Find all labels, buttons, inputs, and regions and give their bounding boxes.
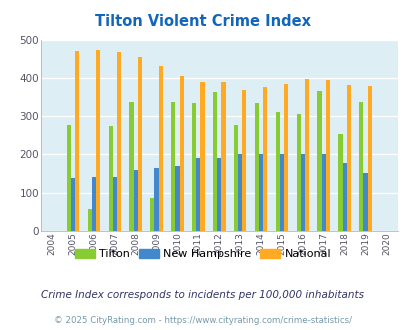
Bar xyxy=(113,177,117,231)
Bar xyxy=(337,134,342,231)
Bar xyxy=(196,158,200,231)
Bar xyxy=(154,168,158,231)
Bar xyxy=(362,173,367,231)
Bar xyxy=(117,52,121,231)
Bar xyxy=(217,158,221,231)
Bar xyxy=(304,79,308,231)
Bar xyxy=(367,86,371,231)
Bar xyxy=(254,103,258,231)
Bar xyxy=(108,126,113,231)
Bar xyxy=(66,125,71,231)
Legend: Tilton, New Hampshire, National: Tilton, New Hampshire, National xyxy=(70,244,335,263)
Bar xyxy=(342,163,346,231)
Text: © 2025 CityRating.com - https://www.cityrating.com/crime-statistics/: © 2025 CityRating.com - https://www.city… xyxy=(54,316,351,325)
Bar xyxy=(237,154,242,231)
Bar xyxy=(192,103,196,231)
Text: Crime Index corresponds to incidents per 100,000 inhabitants: Crime Index corresponds to incidents per… xyxy=(41,290,364,300)
Bar xyxy=(258,154,262,231)
Bar xyxy=(233,125,237,231)
Bar xyxy=(358,102,362,231)
Bar xyxy=(150,198,154,231)
Bar xyxy=(213,92,217,231)
Bar xyxy=(242,90,246,231)
Bar xyxy=(75,51,79,231)
Bar xyxy=(133,170,137,231)
Bar xyxy=(87,209,92,231)
Bar xyxy=(179,76,183,231)
Bar xyxy=(129,102,133,231)
Bar xyxy=(300,154,304,231)
Bar xyxy=(200,82,204,231)
Bar xyxy=(96,50,100,231)
Bar xyxy=(137,57,142,231)
Bar xyxy=(317,90,321,231)
Bar xyxy=(221,82,225,231)
Bar xyxy=(71,178,75,231)
Bar xyxy=(321,154,325,231)
Bar xyxy=(171,102,175,231)
Bar xyxy=(296,114,300,231)
Bar xyxy=(346,85,350,231)
Bar xyxy=(275,112,279,231)
Bar xyxy=(92,177,96,231)
Text: Tilton Violent Crime Index: Tilton Violent Crime Index xyxy=(95,14,310,29)
Bar xyxy=(284,84,288,231)
Bar xyxy=(158,66,162,231)
Bar xyxy=(279,154,283,231)
Bar xyxy=(262,87,266,231)
Bar xyxy=(175,166,179,231)
Bar xyxy=(325,80,329,231)
